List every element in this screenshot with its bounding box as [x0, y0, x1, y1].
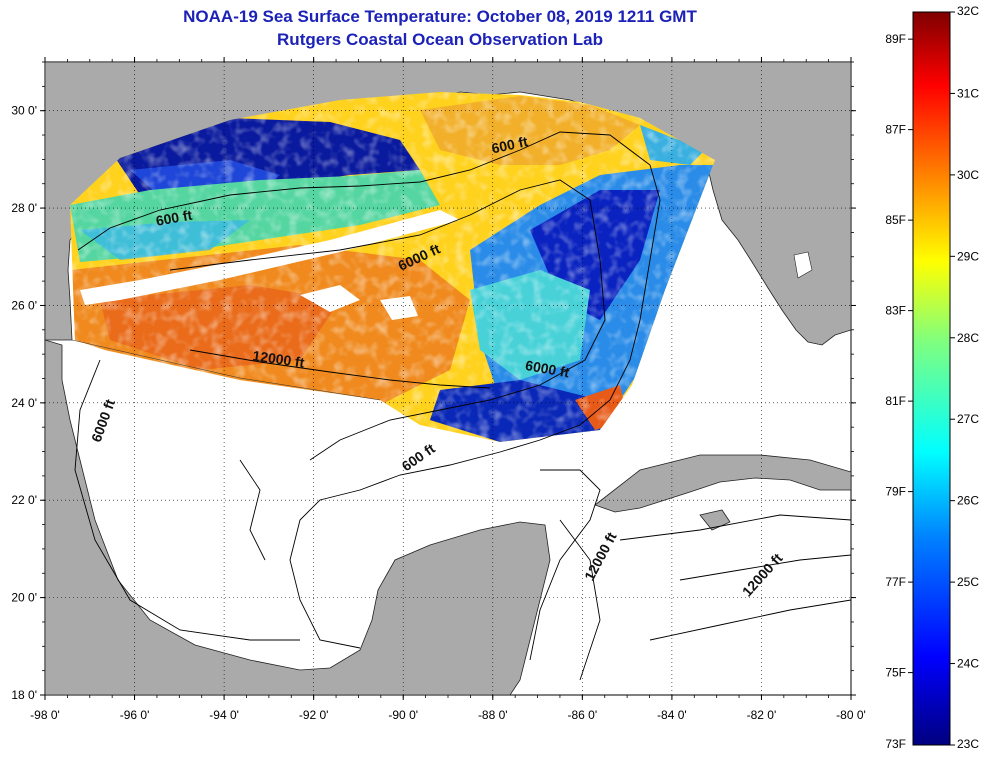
sst-swath: [70, 92, 715, 442]
contour-label: 6000 ft: [524, 357, 571, 381]
lat-tick-label: 24 0': [11, 396, 37, 410]
lon-tick-label: -80 0': [836, 708, 866, 722]
contour-label: 12000 ft: [252, 347, 306, 370]
latitude-ticks: 18 0' 20 0' 22 0' 24 0' 26 0' 28 0' 30 0': [11, 61, 856, 702]
colorbar-c-label: 27C: [957, 412, 979, 426]
colorbar-c-label: 26C: [957, 494, 979, 508]
colorbar-gradient: [912, 11, 951, 746]
colorbar-c-label: 23C: [957, 737, 979, 751]
colorbar-fahrenheit-labels: 89F 87F 85F 83F 81F 79F 77F 75F 73F: [885, 32, 913, 751]
colorbar: 89F 87F 85F 83F 81F 79F 77F 75F 73F 32C 31C 30C 29C…: [885, 4, 979, 751]
colorbar-c-label: 25C: [957, 575, 979, 589]
map-subtitle: Rutgers Coastal Ocean Observation Lab: [277, 30, 603, 49]
colorbar-f-label: 77F: [885, 575, 906, 589]
contour-label: 600 ft: [490, 133, 529, 156]
colorbar-celsius-labels: 32C 31C 30C 29C 28C 27C 26C 25C 24C 23C: [950, 4, 979, 751]
lon-tick-label: -86 0': [568, 708, 598, 722]
colorbar-f-label: 81F: [885, 394, 906, 408]
lon-tick-label: -84 0': [657, 708, 687, 722]
colorbar-f-label: 75F: [885, 666, 906, 680]
colorbar-c-label: 31C: [957, 86, 979, 100]
map-title: NOAA-19 Sea Surface Temperature: October…: [183, 7, 697, 26]
colorbar-c-label: 29C: [957, 249, 979, 263]
graticule: [45, 62, 851, 695]
colorbar-f-label: 85F: [885, 213, 906, 227]
colorbar-f-label: 79F: [885, 485, 906, 499]
colorbar-c-label: 24C: [957, 657, 979, 671]
colorbar-f-label: 83F: [885, 304, 906, 318]
lon-tick-label: -82 0': [747, 708, 777, 722]
lon-tick-label: -94 0': [209, 708, 239, 722]
lon-tick-label: -98 0': [30, 708, 60, 722]
lon-tick-label: -92 0': [299, 708, 329, 722]
longitude-ticks: -98 0' -96 0' -94 0' -92 0' -90 0' -88 0' -86 …: [30, 57, 866, 722]
contour-label: 600 ft: [155, 207, 194, 229]
colorbar-c-label: 28C: [957, 331, 979, 345]
colorbar-f-label: 73F: [885, 737, 906, 751]
lat-tick-label: 28 0': [11, 201, 37, 215]
lat-tick-label: 26 0': [11, 298, 37, 312]
colorbar-f-label: 89F: [885, 32, 906, 46]
lon-tick-label: -88 0': [478, 708, 508, 722]
lat-tick-label: 22 0': [11, 493, 37, 507]
bathymetry-contours: [74, 131, 851, 681]
lat-tick-label: 18 0': [11, 688, 37, 702]
colorbar-f-label: 87F: [885, 123, 906, 137]
lon-tick-label: -90 0': [388, 708, 418, 722]
lat-tick-label: 30 0': [11, 104, 37, 118]
lon-tick-label: -96 0': [120, 708, 150, 722]
colorbar-c-label: 32C: [957, 4, 979, 18]
lat-tick-label: 20 0': [11, 591, 37, 605]
colorbar-c-label: 30C: [957, 168, 979, 182]
